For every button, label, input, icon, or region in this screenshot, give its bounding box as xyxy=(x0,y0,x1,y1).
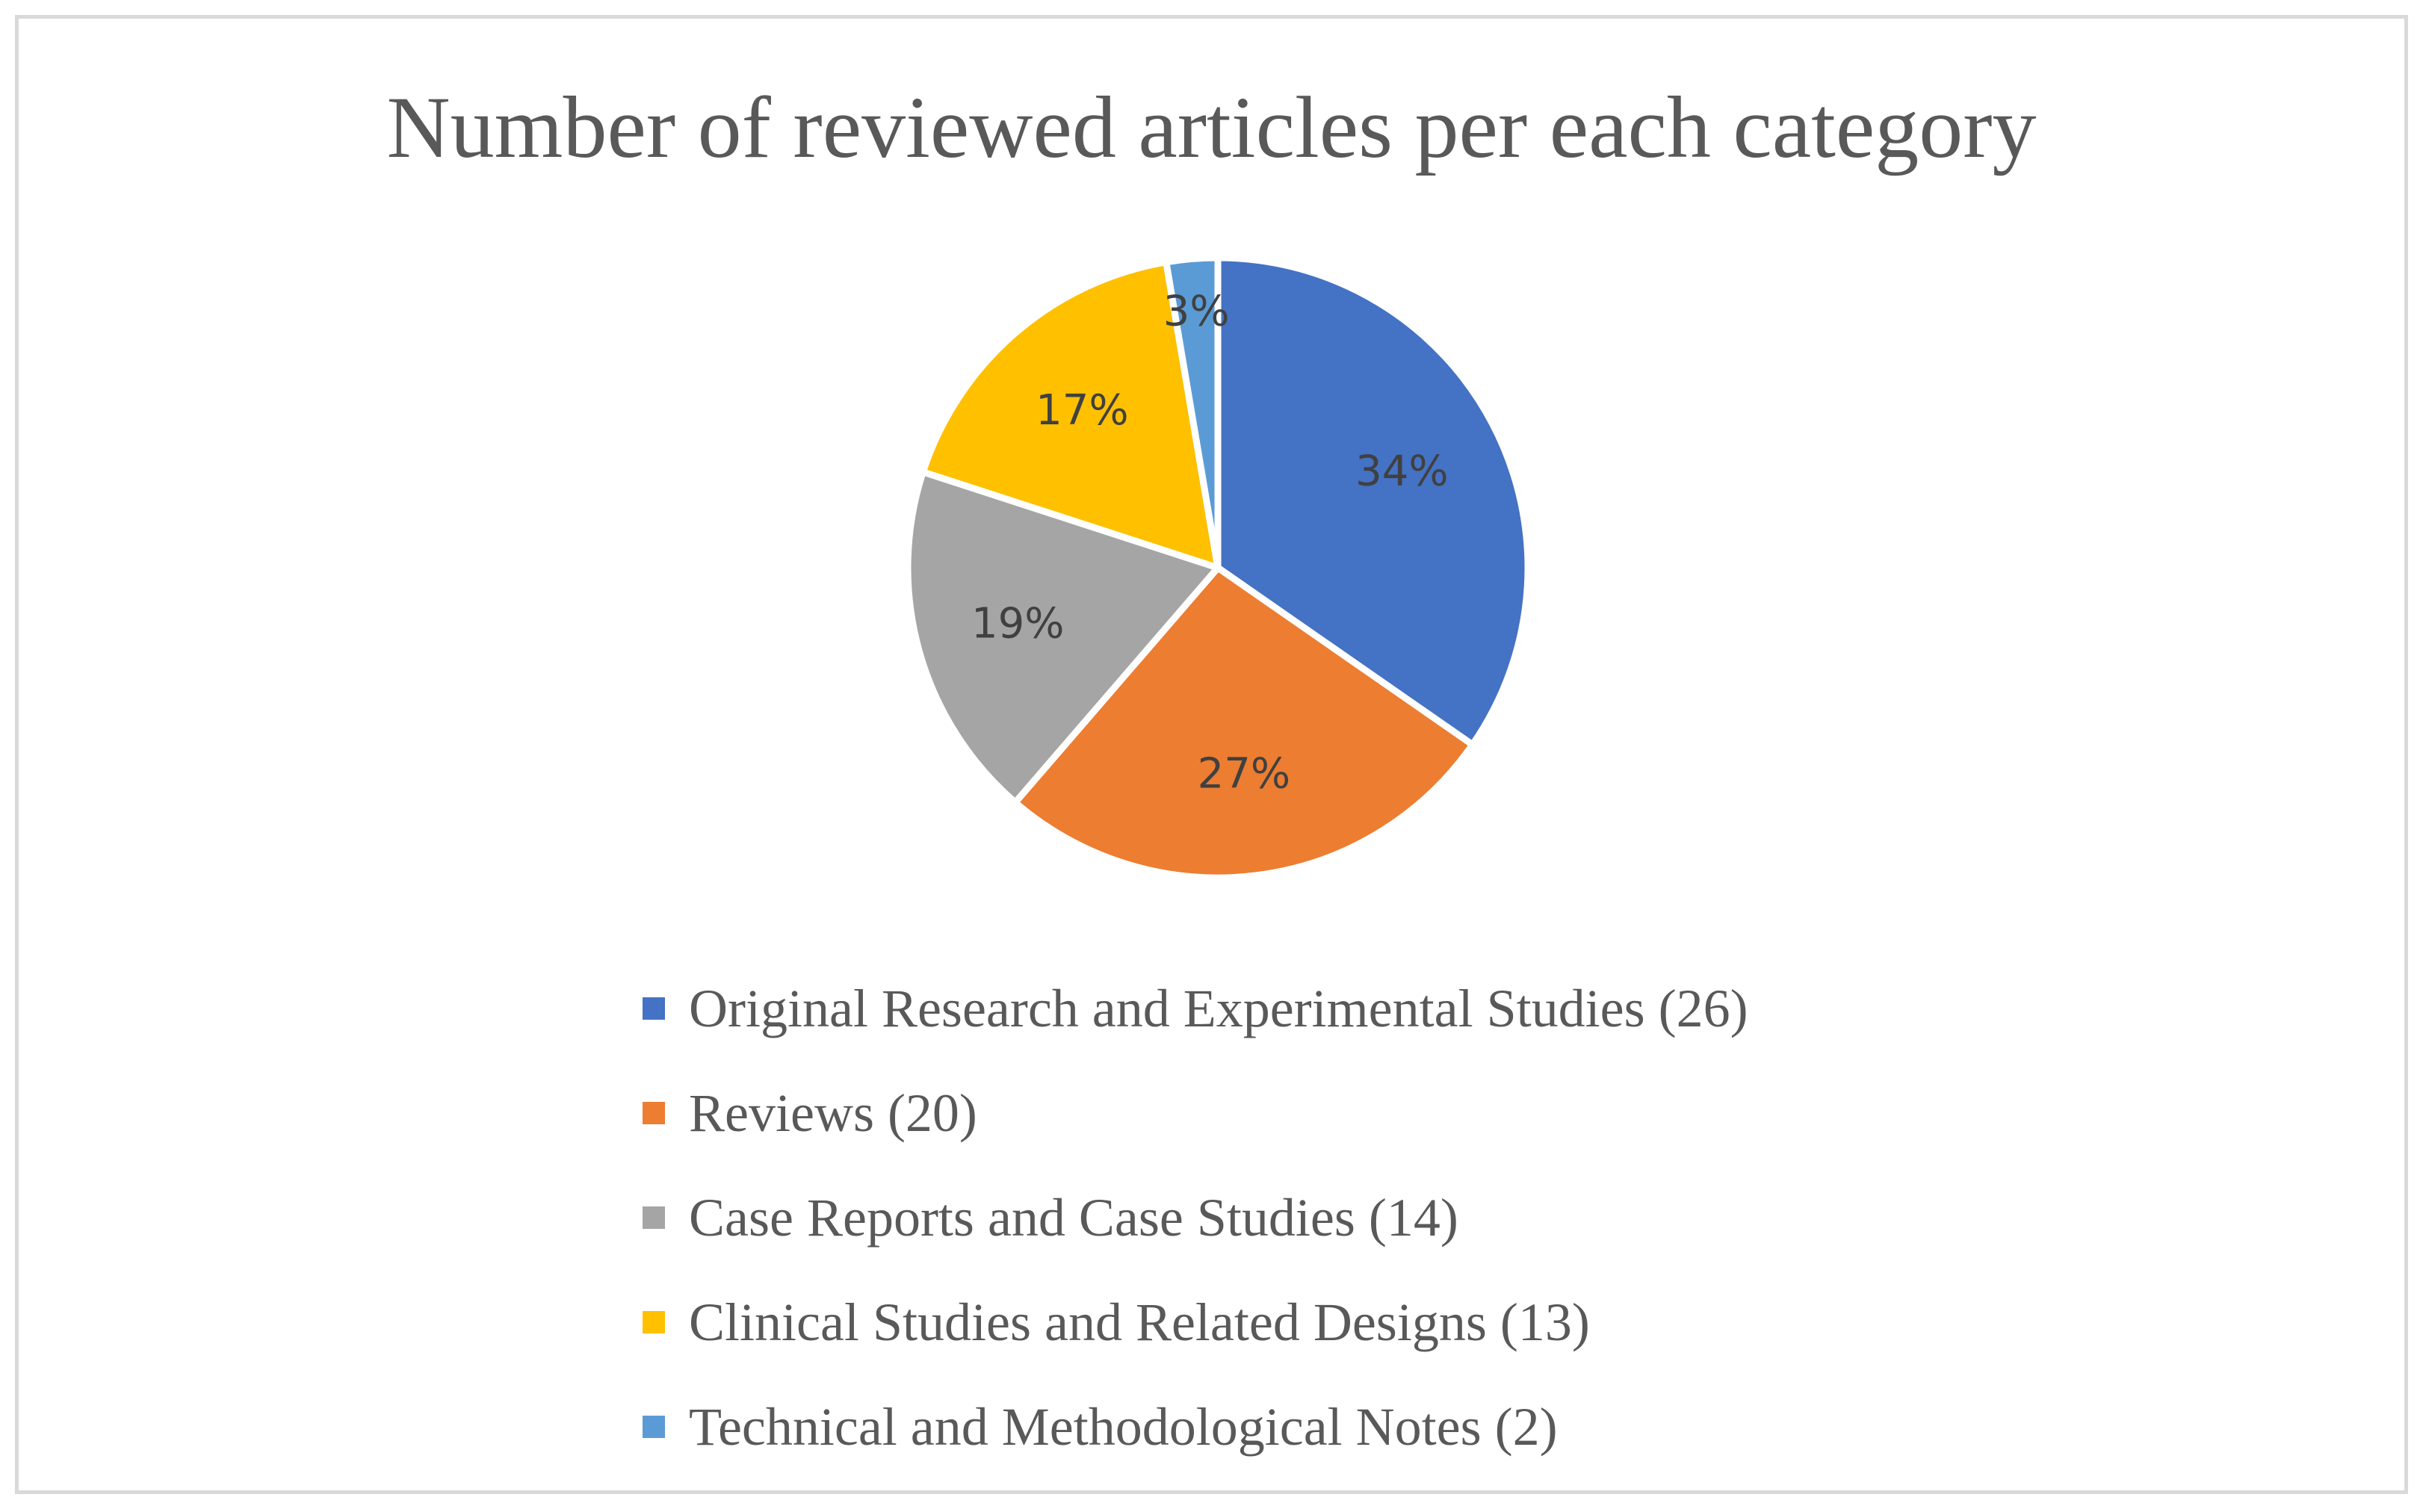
legend-label: Reviews (20) xyxy=(689,1082,977,1143)
pie-slice-clinical-studies-and-related-designs xyxy=(919,258,1222,571)
legend-swatch xyxy=(643,1416,665,1438)
pie-slice-original-research-and-experimental-studies xyxy=(1214,254,1532,749)
data-label-technical-and-methodological-notes: 3% xyxy=(1163,287,1230,335)
pie-chart: 34% 27% 19% 17% 3% xyxy=(904,254,1532,882)
legend-label: Clinical Studies and Related Designs (13… xyxy=(689,1292,1590,1352)
legend-swatch xyxy=(643,1311,665,1333)
chart-frame: Number of reviewed articles per each cat… xyxy=(15,15,2408,1494)
legend-item-original-research-and-experimental-studies: Original Research and Experimental Studi… xyxy=(643,956,1748,1061)
legend-item-clinical-studies-and-related-designs: Clinical Studies and Related Designs (13… xyxy=(643,1270,1748,1375)
legend-label: Case Reports and Case Studies (14) xyxy=(689,1187,1458,1248)
data-label-original-research-and-experimental-studies: 34% xyxy=(1355,447,1448,496)
legend: Original Research and Experimental Studi… xyxy=(643,956,1748,1479)
legend-swatch xyxy=(643,1206,665,1229)
legend-label: Original Research and Experimental Studi… xyxy=(689,978,1748,1038)
chart-title: Number of reviewed articles per each cat… xyxy=(386,78,2037,176)
data-label-clinical-studies-and-related-designs: 17% xyxy=(1036,386,1128,435)
legend-swatch xyxy=(643,1102,665,1124)
legend-item-technical-and-methodological-notes: Technical and Methodological Notes (2) xyxy=(643,1375,1748,1479)
data-label-reviews: 27% xyxy=(1198,749,1290,798)
data-label-case-reports-and-case-studies: 19% xyxy=(971,599,1064,648)
pie-slice-technical-and-methodological-notes xyxy=(1163,254,1222,571)
pie-slice-reviews xyxy=(1012,564,1476,882)
legend-swatch xyxy=(643,997,665,1020)
legend-label: Technical and Methodological Notes (2) xyxy=(689,1396,1558,1457)
legend-item-case-reports-and-case-studies: Case Reports and Case Studies (14) xyxy=(643,1165,1748,1270)
pie-slice-case-reports-and-case-studies xyxy=(904,468,1222,806)
legend-item-reviews: Reviews (20) xyxy=(643,1061,1748,1165)
